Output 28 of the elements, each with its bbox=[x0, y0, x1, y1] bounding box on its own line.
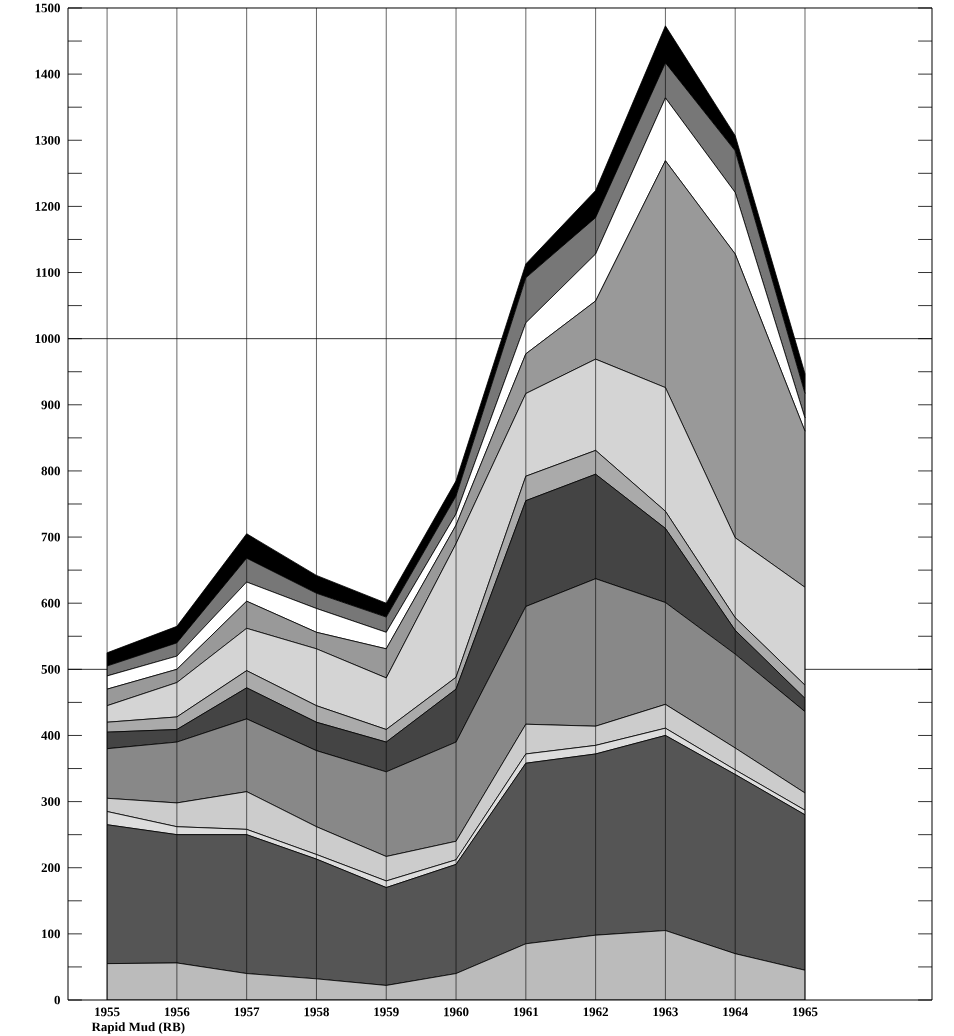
x-tick-label: 1965 bbox=[793, 1007, 818, 1017]
y-tick-label: 1100 bbox=[36, 268, 60, 277]
y-tick-label: 800 bbox=[41, 466, 60, 476]
y-tick-label: 600 bbox=[41, 598, 60, 608]
x-tick-label: 1963 bbox=[653, 1007, 678, 1017]
y-tick-label: 500 bbox=[41, 664, 60, 674]
y-tick-label: 300 bbox=[41, 797, 60, 806]
x-tick-label: 1964 bbox=[723, 1007, 748, 1017]
y-tick-label: 1000 bbox=[35, 334, 60, 344]
y-tick-label: 1200 bbox=[35, 202, 60, 211]
y-tick-label: 1400 bbox=[35, 69, 60, 79]
x-tick-label: 1961 bbox=[513, 1007, 539, 1017]
x-tick-label: 1958 bbox=[304, 1007, 329, 1017]
y-tick-label: 1500 bbox=[35, 3, 60, 13]
y-tick-label: 200 bbox=[41, 863, 60, 873]
y-tick-label: 1300 bbox=[35, 135, 60, 145]
y-tick-label: 900 bbox=[41, 400, 60, 410]
text: Rapid Mud (RB) bbox=[91, 1022, 185, 1034]
y-tick-label: 100 bbox=[42, 929, 60, 939]
x-tick-label: 1957 bbox=[234, 1007, 260, 1017]
x-tick-label: 1956 bbox=[164, 1007, 190, 1017]
x-tick-label: 1960 bbox=[444, 1007, 469, 1017]
x-tick-label: 1955 bbox=[95, 1007, 120, 1017]
x-tick-label: 1962 bbox=[583, 1007, 609, 1017]
y-tick-label: 400 bbox=[41, 731, 60, 740]
y-tick-label: 700 bbox=[41, 532, 60, 542]
y-tick-label: 0 bbox=[54, 995, 60, 1005]
x-tick-label: 1959 bbox=[374, 1007, 399, 1017]
